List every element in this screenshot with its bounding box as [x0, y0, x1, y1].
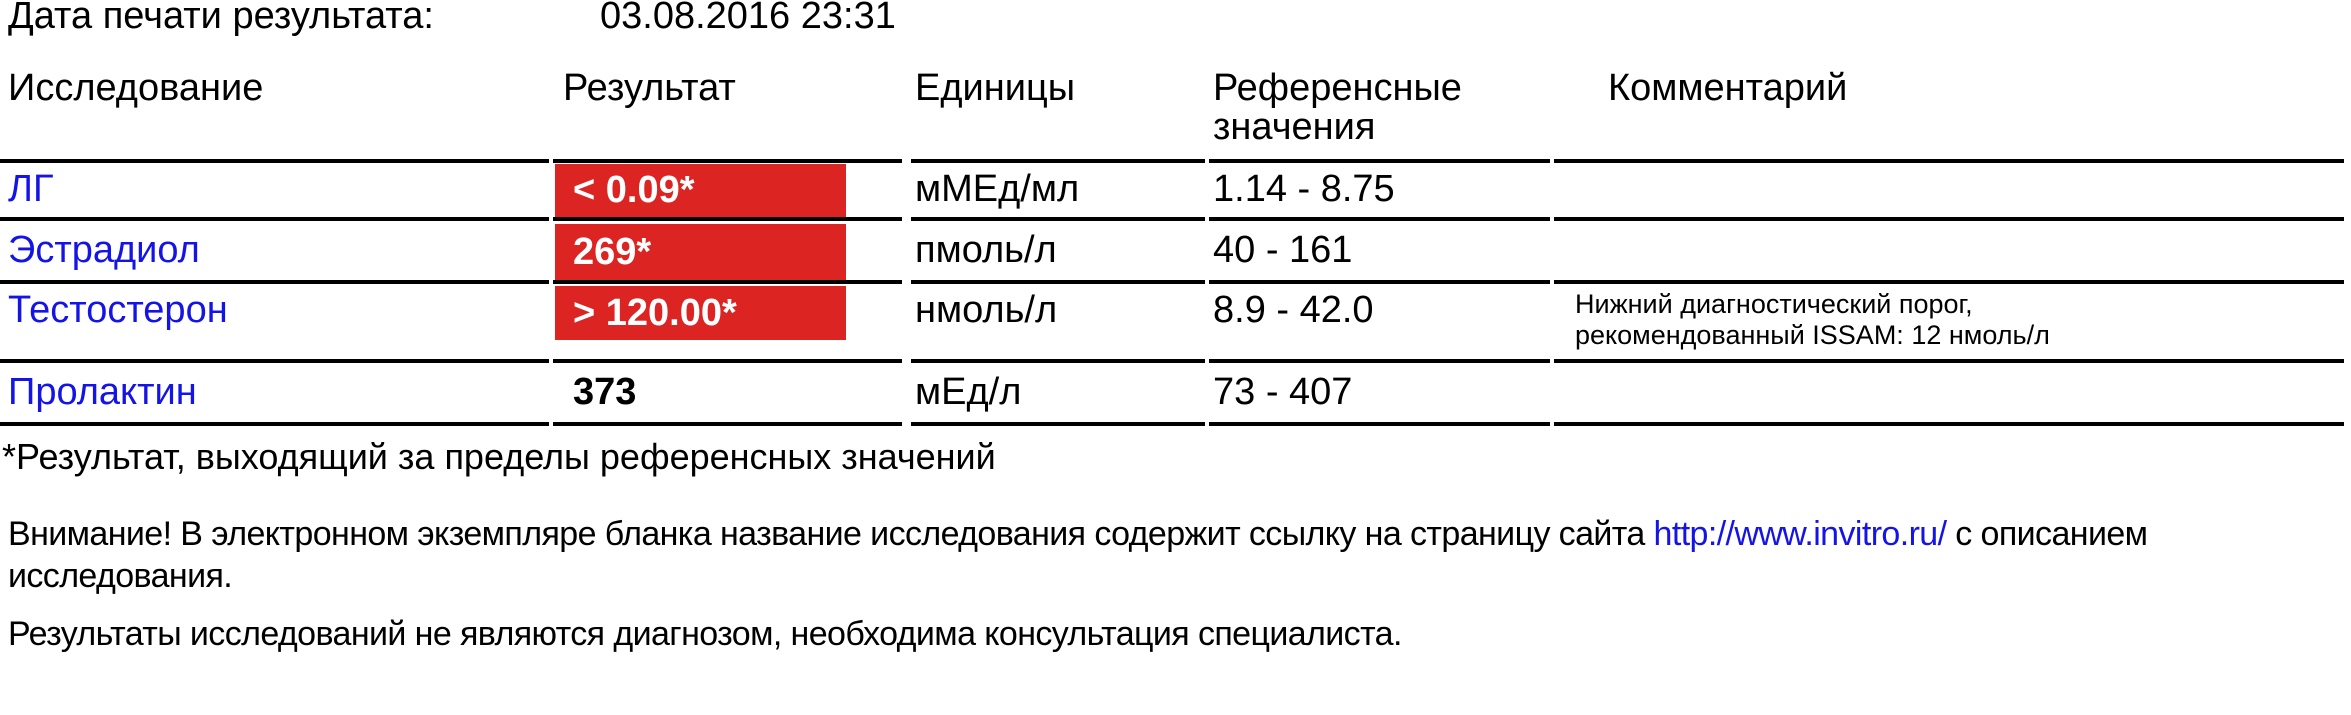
table-column-gap	[1205, 156, 1209, 430]
result-flag-box: > 120.00*	[555, 286, 846, 340]
column-header-units: Единицы	[915, 67, 1076, 109]
reference-range: 1.14 - 8.75	[1213, 168, 1395, 210]
table-border-line	[0, 280, 2344, 284]
column-header-test: Исследование	[8, 67, 264, 109]
table-border-line	[0, 422, 2344, 426]
out-of-range-footnote: *Результат, выходящий за пределы референ…	[2, 436, 996, 477]
table-border-line	[0, 217, 2344, 221]
column-header-result: Результат	[563, 67, 736, 109]
units-label: нмоль/л	[915, 289, 1058, 331]
test-name-link[interactable]: Пролактин	[8, 371, 197, 413]
result-flag-box: 269*	[555, 224, 846, 280]
comment-text-line2: рекомендованный ISSAM: 12 нмоль/л	[1575, 320, 2050, 350]
column-header-comment: Комментарий	[1608, 67, 1848, 109]
attention-paragraph-line1: Внимание! В электронном экземпляре бланк…	[8, 514, 2148, 554]
test-name-link[interactable]: Тестостерон	[8, 289, 228, 331]
table-column-gap	[1550, 156, 1554, 430]
column-header-reference-line2: значения	[1213, 106, 1376, 148]
result-value: > 120.00*	[573, 291, 737, 334]
units-label: мМЕд/мл	[915, 168, 1080, 210]
invitro-site-link[interactable]: http://www.invitro.ru/	[1653, 515, 1948, 553]
reference-range: 73 - 407	[1213, 371, 1353, 413]
attention-paragraph-line2: исследования.	[8, 557, 233, 595]
print-date-label: Дата печати результата:	[8, 0, 434, 37]
disclaimer-paragraph: Результаты исследований не являются диаг…	[8, 615, 1402, 653]
test-name-link[interactable]: Эстрадиол	[8, 229, 200, 271]
table-column-gap	[549, 156, 553, 430]
result-value: 269*	[573, 230, 652, 273]
result-flag-box: < 0.09*	[555, 164, 846, 217]
units-label: мЕд/л	[915, 371, 1022, 413]
print-date-value: 03.08.2016 23:31	[600, 0, 896, 37]
reference-range: 8.9 - 42.0	[1213, 289, 1374, 331]
test-name-link[interactable]: ЛГ	[8, 168, 54, 210]
table-border-line	[0, 359, 2344, 363]
comment-text-line1: Нижний диагностический порог,	[1575, 289, 1973, 319]
table-border-line	[0, 159, 2344, 163]
table-column-gap	[902, 156, 911, 430]
units-label: пмоль/л	[915, 229, 1057, 271]
attention-text-before-link: Внимание! В электронном экземпляре бланк…	[8, 515, 1654, 553]
column-header-reference-line1: Референсные	[1213, 67, 1462, 109]
result-value: < 0.09*	[573, 169, 695, 211]
result-value: 373	[573, 371, 637, 413]
reference-range: 40 - 161	[1213, 229, 1353, 271]
attention-text-after-link: с описанием	[1946, 515, 2148, 553]
